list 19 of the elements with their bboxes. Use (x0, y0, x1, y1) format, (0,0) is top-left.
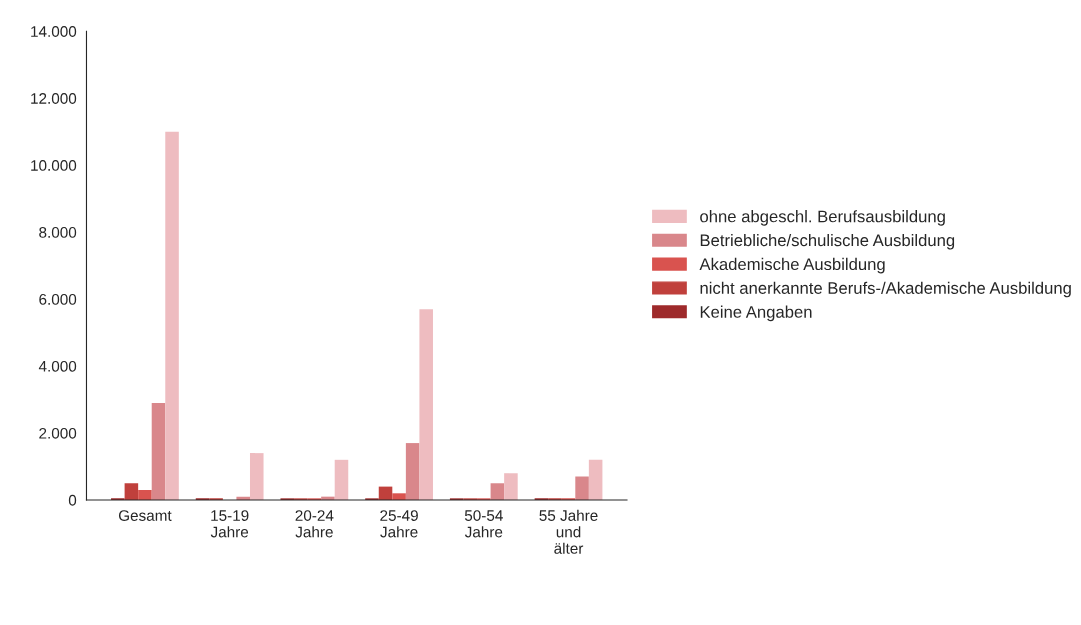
x-tick-label: 15-19 Jahre (210, 510, 249, 538)
x-tick-label: 55 Jahre und älter (539, 509, 598, 554)
legend-label: nicht anerkannte Berufs-/Akademische Ausbildung (700, 281, 1071, 298)
y-tick-label: 8.000 (39, 227, 77, 238)
y-tick-label: 14.000 (31, 26, 77, 37)
y-tick-label: 0 (68, 494, 77, 506)
legend-label: Keine Angaben (700, 305, 812, 322)
y-tick-label: 12.000 (31, 93, 77, 104)
y-tick-label: 2.000 (39, 427, 77, 439)
x-tick-label: 50-54 Jahre (464, 510, 503, 538)
y-tick-label: 10.000 (31, 160, 77, 171)
y-tick-label: 6.000 (39, 293, 77, 305)
x-tick-label: 20-24 Jahre (295, 510, 334, 538)
x-tick-label: Gesamt (118, 510, 172, 521)
legend-label: ohne abgeschl. Berufsausbildung (700, 210, 945, 226)
legend-label: Akademische Ausbildung (699, 257, 885, 274)
legend-label: Betriebliche/schulische Ausbildung (700, 233, 955, 250)
y-tick-label: 4.000 (38, 360, 77, 372)
x-tick-label: 25-49 Jahre (380, 510, 418, 538)
